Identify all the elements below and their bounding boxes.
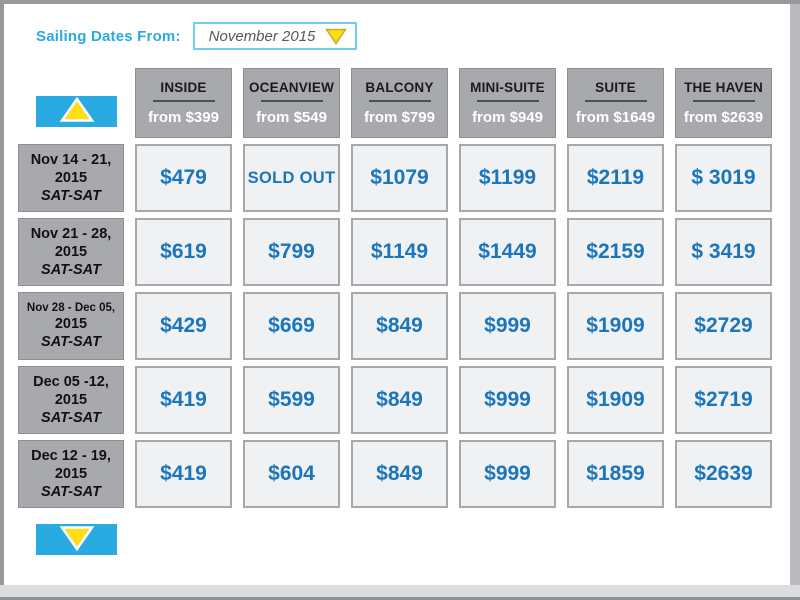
sailing-dates-label: Sailing Dates From: [36, 27, 181, 45]
column-header-oceanview: OCEANVIEW from $549 [243, 68, 340, 138]
column-name: INSIDE [160, 80, 207, 95]
row-header: Nov 14 - 21, 2015 SAT-SAT [18, 144, 124, 212]
column-from-price: from $549 [256, 109, 327, 126]
price-cell[interactable]: $1149 [351, 218, 448, 286]
price-cell[interactable]: $999 [459, 366, 556, 434]
row-year: 2015 [54, 169, 88, 186]
column-header-divider [152, 100, 215, 102]
row-year: 2015 [54, 316, 88, 333]
price-cell[interactable]: $1859 [567, 440, 664, 508]
column-name: THE HAVEN [684, 80, 763, 95]
row-date-range: Nov 21 - 28, [30, 225, 112, 242]
row-date-range: Dec 12 - 19, [31, 447, 111, 464]
pricing-widget-panel: Sailing Dates From: November 2015 INSIDE… [4, 4, 790, 585]
column-from-price: from $399 [148, 109, 219, 126]
price-cell[interactable]: $2729 [675, 292, 772, 360]
frame-bottom-edge [0, 597, 800, 600]
row-year: 2015 [54, 465, 88, 482]
pricing-grid: INSIDE from $399 OCEANVIEW from $549 BALCONY… [18, 68, 772, 508]
column-header-divider [368, 100, 431, 102]
column-header-inside: INSIDE from $399 [135, 68, 232, 138]
frame-top-edge [0, 0, 800, 4]
grid-corner-spacer [18, 68, 124, 138]
row-header: Nov 28 - Dec 05, 2015 SAT-SAT [18, 292, 124, 360]
column-header-mini-suite: MINI-SUITE from $949 [459, 68, 556, 138]
sailing-dates-filter: Sailing Dates From: November 2015 [36, 22, 357, 50]
column-name: BALCONY [365, 80, 434, 95]
column-header-the-haven: THE HAVEN from $2639 [675, 68, 772, 138]
price-cell[interactable]: $849 [351, 366, 448, 434]
column-name: OCEANVIEW [248, 80, 335, 95]
scroll-up-button[interactable] [36, 96, 117, 127]
row-days: SAT-SAT [41, 188, 101, 205]
row-year: 2015 [54, 391, 88, 408]
price-cell[interactable]: $ 3019 [675, 144, 772, 212]
row-header: Dec 05 -12, 2015 SAT-SAT [18, 366, 124, 434]
price-cell[interactable]: $799 [243, 218, 340, 286]
price-cell[interactable]: $2159 [567, 218, 664, 286]
price-cell[interactable]: $999 [459, 440, 556, 508]
price-cell[interactable]: $2639 [675, 440, 772, 508]
column-name: MINI-SUITE [470, 80, 545, 95]
row-header: Nov 21 - 28, 2015 SAT-SAT [18, 218, 124, 286]
row-date-range: Nov 14 - 21, [30, 151, 112, 168]
column-header-divider [260, 100, 323, 102]
column-header-divider [584, 100, 647, 102]
price-cell[interactable]: $419 [135, 366, 232, 434]
price-cell[interactable]: $599 [243, 366, 340, 434]
price-cell[interactable]: $669 [243, 292, 340, 360]
column-from-price: from $949 [472, 109, 543, 126]
price-cell[interactable]: $2719 [675, 366, 772, 434]
price-cell[interactable]: $429 [135, 292, 232, 360]
price-cell[interactable]: $849 [351, 292, 448, 360]
column-header-suite: SUITE from $1649 [567, 68, 664, 138]
column-header-divider [476, 100, 539, 102]
up-triangle-icon [59, 96, 95, 126]
row-days: SAT-SAT [41, 334, 101, 351]
price-cell[interactable]: $1909 [567, 366, 664, 434]
price-cell[interactable]: $1909 [567, 292, 664, 360]
frame-bottom-band [0, 585, 800, 597]
price-cell[interactable]: $604 [243, 440, 340, 508]
price-cell[interactable]: $849 [351, 440, 448, 508]
sailing-dates-dropdown[interactable]: November 2015 [192, 22, 357, 50]
price-cell[interactable]: $2119 [567, 144, 664, 212]
column-name: SUITE [595, 80, 636, 95]
price-cell[interactable]: $1079 [351, 144, 448, 212]
column-from-price: from $1649 [575, 109, 656, 126]
price-cell[interactable]: $619 [135, 218, 232, 286]
row-days: SAT-SAT [41, 410, 101, 427]
row-date-range: Dec 05 -12, [33, 373, 109, 390]
frame-right-edge [790, 4, 800, 585]
scroll-down-button[interactable] [36, 524, 117, 555]
price-cell[interactable]: $ 3419 [675, 218, 772, 286]
down-triangle-icon [59, 525, 95, 554]
price-cell[interactable]: SOLD OUT [243, 144, 340, 212]
row-days: SAT-SAT [41, 262, 101, 279]
price-cell[interactable]: $1449 [459, 218, 556, 286]
column-header-divider [692, 100, 755, 102]
sailing-dates-value: November 2015 [208, 27, 316, 45]
dropdown-arrow-icon [324, 28, 347, 45]
column-from-price: from $2639 [683, 109, 764, 126]
row-header: Dec 12 - 19, 2015 SAT-SAT [18, 440, 124, 508]
price-cell[interactable]: $1199 [459, 144, 556, 212]
column-from-price: from $799 [364, 109, 435, 126]
column-header-balcony: BALCONY from $799 [351, 68, 448, 138]
row-year: 2015 [54, 243, 88, 260]
price-cell[interactable]: $479 [135, 144, 232, 212]
frame-left-edge [0, 0, 4, 586]
row-date-range: Nov 28 - Dec 05, [26, 301, 116, 314]
price-cell[interactable]: $999 [459, 292, 556, 360]
price-cell[interactable]: $419 [135, 440, 232, 508]
row-days: SAT-SAT [41, 484, 101, 501]
